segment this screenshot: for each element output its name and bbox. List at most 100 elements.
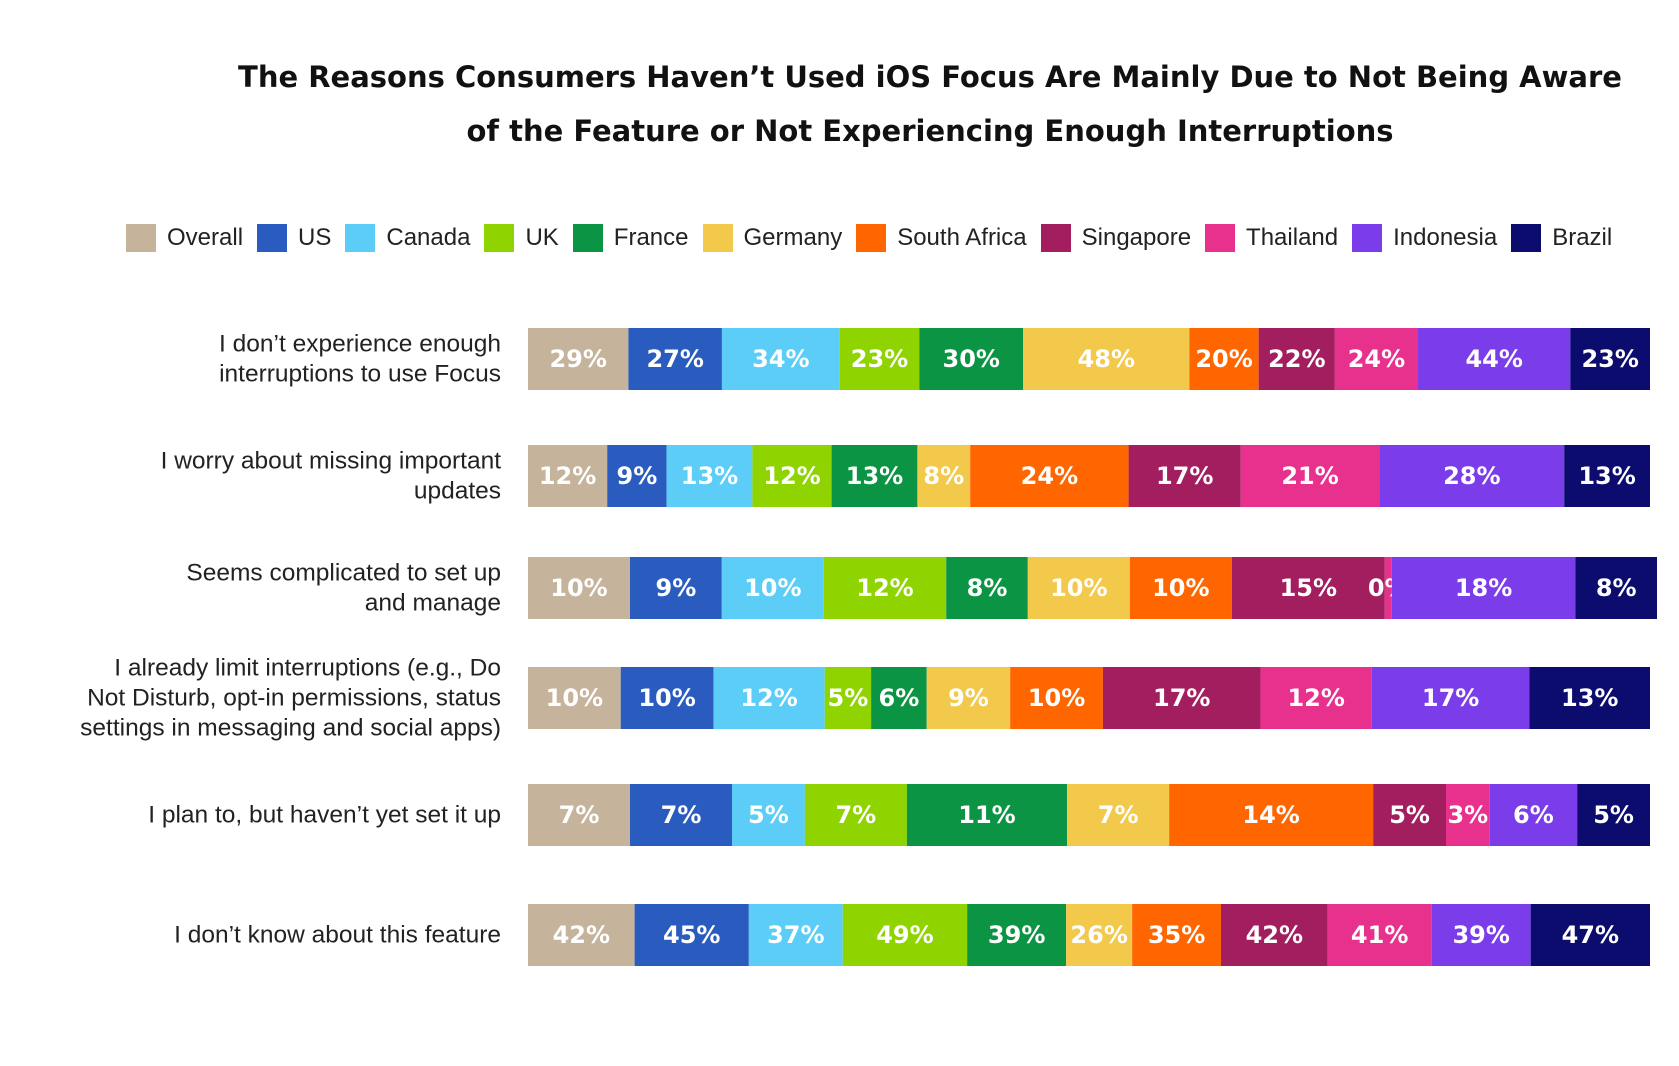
bar-segment-singapore	[1258, 328, 1335, 390]
legend-item-france: France	[572, 224, 689, 252]
data-label: 45%	[663, 921, 720, 949]
bar-row-1: I don’t experience enough interruptions t…	[219, 328, 1650, 390]
legend-swatch	[1352, 224, 1383, 252]
data-label: 39%	[1452, 921, 1509, 949]
data-label: 13%	[846, 462, 903, 490]
bar-segment-france	[831, 445, 918, 507]
bar-segment-france	[906, 784, 1068, 846]
data-label: 5%	[828, 684, 869, 712]
bar-segment-us	[607, 445, 667, 507]
bar-segment-germany	[1066, 904, 1133, 966]
data-label: 10%	[546, 684, 603, 712]
legend-label: South Africa	[897, 224, 1027, 251]
legend-item-canada: Canada	[345, 224, 470, 252]
category-label: Not Disturb, opt-in permissions, status	[87, 685, 501, 712]
data-label: 14%	[1242, 801, 1299, 829]
bar-segment-us	[628, 328, 722, 390]
legend-label: Singapore	[1081, 224, 1192, 251]
category-label: and manage	[365, 590, 501, 617]
data-label: 27%	[646, 345, 703, 373]
bar-segment-indonesia	[1417, 328, 1571, 390]
bar-segment-south-africa	[1169, 784, 1374, 846]
legend-swatch	[1205, 224, 1236, 252]
data-label: 6%	[1513, 801, 1554, 829]
category-label: I worry about missing important	[161, 448, 502, 475]
bar-segment-south-africa	[1132, 904, 1221, 966]
bar-segment-uk	[804, 784, 907, 846]
category-label: settings in messaging and social apps)	[80, 715, 501, 742]
bar-segment-france	[871, 667, 927, 729]
legend-swatch	[1511, 224, 1542, 252]
legend-item-uk: UK	[484, 224, 559, 252]
data-label: 17%	[1153, 684, 1210, 712]
bar-segment-singapore	[1231, 557, 1385, 619]
bar-segment-thailand	[1446, 784, 1490, 846]
data-label: 7%	[559, 801, 600, 829]
legend-item-south-africa: South Africa	[856, 224, 1027, 252]
data-label: 13%	[1578, 462, 1635, 490]
data-label: 7%	[835, 801, 876, 829]
data-label: 10%	[1050, 574, 1107, 602]
data-label: 5%	[1593, 801, 1634, 829]
bar-segment-south-africa	[1010, 667, 1103, 729]
bar-segment-singapore	[1128, 445, 1241, 507]
bar-segment-canada	[748, 904, 843, 966]
bar-segment-south-africa	[1189, 328, 1259, 390]
data-label: 47%	[1562, 921, 1619, 949]
bar-segment-brazil	[1575, 557, 1657, 619]
data-label: 9%	[948, 684, 989, 712]
legend-item-thailand: Thailand	[1205, 224, 1338, 252]
bar-segment-uk	[824, 667, 872, 729]
data-label: 11%	[958, 801, 1015, 829]
data-label: 20%	[1195, 345, 1252, 373]
data-label: 17%	[1422, 684, 1479, 712]
category-label: I don’t experience enough	[219, 331, 501, 358]
data-label: 26%	[1070, 921, 1127, 949]
bar-segment-canada	[666, 445, 753, 507]
bar-segment-singapore	[1102, 667, 1261, 729]
legend-swatch	[126, 224, 156, 252]
bar-segment-indonesia	[1489, 784, 1578, 846]
data-label: 8%	[967, 574, 1008, 602]
data-label: 37%	[767, 921, 824, 949]
bar-segment-overall	[528, 328, 629, 390]
bar-segment-france	[919, 328, 1024, 390]
data-label: 22%	[1268, 345, 1325, 373]
bar-segment-germany	[1023, 328, 1190, 390]
bar-segment-overall	[528, 667, 621, 729]
data-label: 49%	[876, 921, 933, 949]
chart-title-line-1: The Reasons Consumers Haven’t Used iOS F…	[238, 60, 1622, 94]
data-label: 15%	[1280, 574, 1337, 602]
data-label: 18%	[1455, 574, 1512, 602]
data-label: 5%	[1389, 801, 1430, 829]
data-label: 12%	[539, 462, 596, 490]
data-label: 42%	[553, 921, 610, 949]
data-label: 28%	[1443, 462, 1500, 490]
data-label: 12%	[763, 462, 820, 490]
data-label: 8%	[923, 462, 964, 490]
bar-segment-uk	[839, 328, 920, 390]
bar-segment-brazil	[1530, 904, 1650, 966]
bar-segment-brazil	[1564, 445, 1650, 507]
bar-segment-thailand	[1334, 328, 1418, 390]
data-label: 7%	[661, 801, 702, 829]
category-label: updates	[414, 478, 501, 505]
legend-label: Thailand	[1246, 224, 1339, 251]
bar-segment-brazil	[1570, 328, 1650, 390]
data-label: 29%	[549, 345, 606, 373]
bar-row-4: I already limit interruptions (e.g., Do N…	[80, 655, 1650, 742]
data-label: 30%	[943, 345, 1000, 373]
data-label: 41%	[1351, 921, 1408, 949]
legend-item-brazil: Brazil	[1511, 224, 1612, 252]
bar-segment-indonesia	[1431, 904, 1531, 966]
legend-item-singapore: Singapore	[1040, 224, 1192, 252]
bar-segment-indonesia	[1391, 557, 1576, 619]
legend-label: Brazil	[1552, 224, 1613, 251]
data-label: 12%	[1287, 684, 1344, 712]
bar-segment-south-africa	[1129, 557, 1232, 619]
data-label: 12%	[856, 574, 913, 602]
data-label: 13%	[1561, 684, 1618, 712]
data-label: 23%	[1581, 345, 1638, 373]
data-label: 10%	[744, 574, 801, 602]
category-label: I plan to, but haven’t yet set it up	[148, 802, 501, 829]
